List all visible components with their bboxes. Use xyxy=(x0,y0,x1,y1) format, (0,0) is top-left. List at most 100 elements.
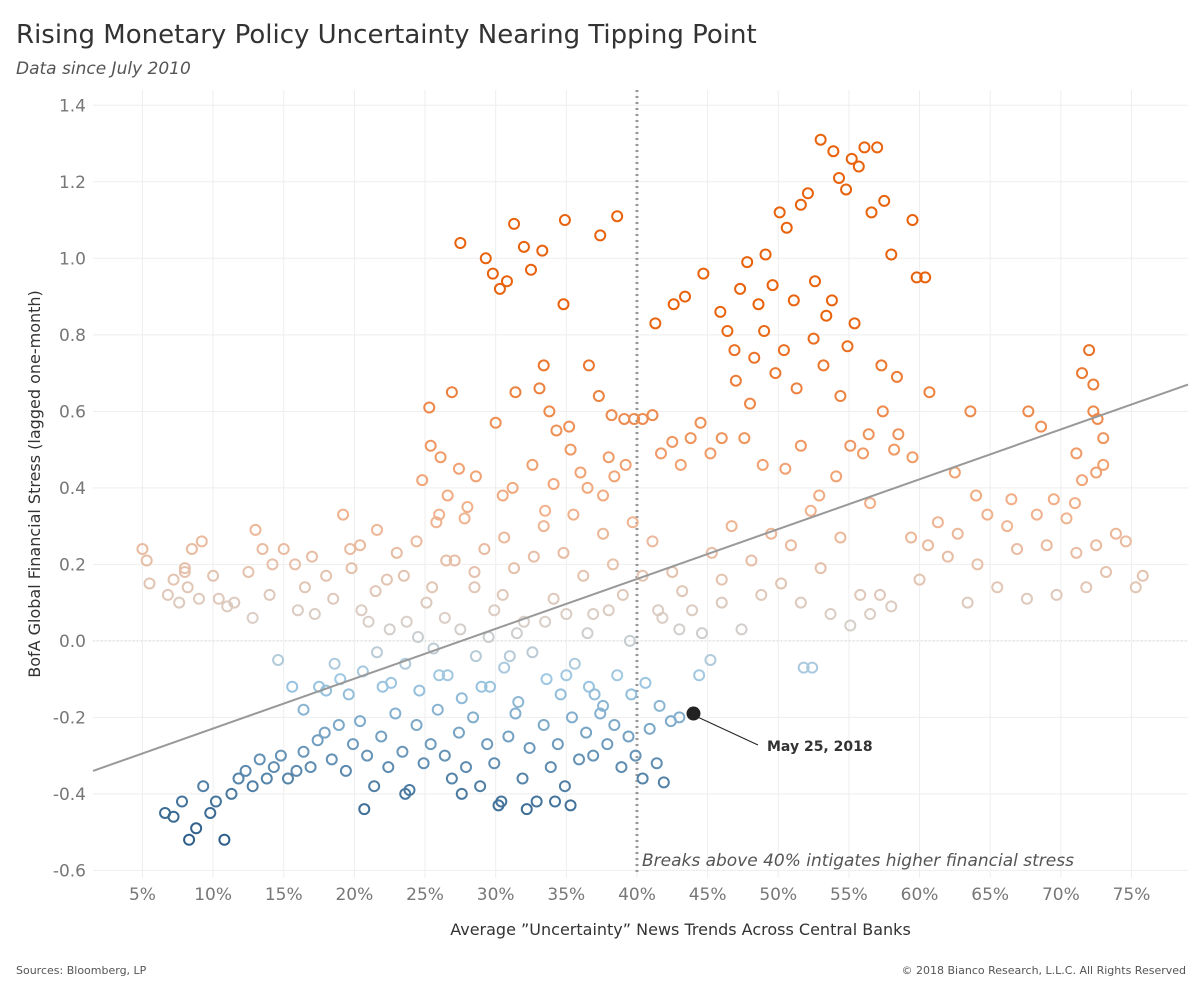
scatter-point xyxy=(1083,344,1096,357)
scatter-point xyxy=(509,386,522,399)
scatter-point xyxy=(411,631,424,644)
scatter-point xyxy=(649,317,662,330)
scatter-point xyxy=(775,577,788,590)
scatter-point xyxy=(1030,508,1043,521)
scatter-point xyxy=(263,588,276,601)
scatter-point xyxy=(536,244,549,257)
scatter-point xyxy=(232,772,245,785)
scatter-point xyxy=(540,673,553,686)
scatter-point xyxy=(728,344,741,357)
scatter-point xyxy=(1109,527,1122,540)
scatter-point xyxy=(1090,539,1103,552)
scatter-point xyxy=(539,615,552,628)
scatter-point xyxy=(438,749,451,762)
scatter-point xyxy=(492,799,505,812)
scatter-point xyxy=(197,780,210,793)
scatter-point xyxy=(445,772,458,785)
sources-note: Sources: Bloomberg, LP xyxy=(16,964,147,977)
scatter-point xyxy=(971,558,984,571)
scatter-point xyxy=(919,271,932,284)
scatter-point xyxy=(516,772,529,785)
y-tick-label: 0.4 xyxy=(59,479,86,499)
scatter-point xyxy=(537,718,550,731)
scatter-point xyxy=(474,780,487,793)
scatter-point xyxy=(242,565,255,578)
scatter-point xyxy=(801,187,814,200)
y-tick-label: 0.0 xyxy=(59,632,86,652)
scatter-point xyxy=(646,409,659,422)
scatter-point xyxy=(376,680,389,693)
scatter-point xyxy=(468,565,481,578)
scatter-point xyxy=(530,795,543,808)
scatter-point xyxy=(794,198,807,211)
scatter-point xyxy=(1087,378,1100,391)
scatter-point xyxy=(686,604,699,617)
scatter-point xyxy=(625,688,638,701)
scatter-point xyxy=(277,543,290,556)
scatter-point xyxy=(209,795,222,808)
scatter-point xyxy=(498,531,511,544)
scatter-point xyxy=(438,611,451,624)
scatter-point xyxy=(779,462,792,475)
scatter-point xyxy=(183,833,196,846)
scatter-point xyxy=(267,761,280,774)
scatter-point xyxy=(885,600,898,613)
scatter-point xyxy=(433,669,446,682)
scatter-point xyxy=(622,730,635,743)
chart-title: Rising Monetary Policy Uncertainty Neari… xyxy=(16,20,757,50)
y-tick-label: 0.2 xyxy=(59,555,86,575)
scatter-point xyxy=(906,451,919,464)
scatter-point xyxy=(674,458,687,471)
scatter-point xyxy=(192,592,205,605)
scatter-point xyxy=(560,669,573,682)
scatter-point xyxy=(611,210,624,223)
scatter-point xyxy=(467,711,480,724)
scatter-point xyxy=(143,577,156,590)
scatter-point xyxy=(526,646,539,659)
scatter-point xyxy=(597,527,610,540)
scatter-point xyxy=(650,757,663,770)
scatter-point xyxy=(864,497,877,510)
scatter-point xyxy=(424,439,437,452)
scatter-point xyxy=(560,608,573,621)
scatter-point xyxy=(862,428,875,441)
scatter-point xyxy=(875,359,888,372)
scatter-point xyxy=(1070,546,1083,559)
scatter-point xyxy=(489,416,502,429)
scatter-point xyxy=(225,787,238,800)
scatter-point xyxy=(573,753,586,766)
y-tick-label: 0.8 xyxy=(59,326,86,346)
scatter-point xyxy=(527,550,540,563)
scatter-point xyxy=(500,275,513,288)
scatter-point xyxy=(1047,493,1060,506)
scatter-point xyxy=(479,252,492,265)
scatter-point xyxy=(639,676,652,689)
scatter-point xyxy=(808,275,821,288)
scatter-point xyxy=(636,772,649,785)
scatter-point xyxy=(320,569,333,582)
scatter-point xyxy=(581,627,594,640)
scatter-point xyxy=(601,738,614,751)
scatter-point xyxy=(574,466,587,479)
scatter-point xyxy=(568,657,581,670)
scatter-point xyxy=(544,761,557,774)
scatter-point xyxy=(834,531,847,544)
scatter-point xyxy=(460,761,473,774)
scatter-point xyxy=(468,581,481,594)
scatter-point xyxy=(195,535,208,548)
scatter-point xyxy=(1087,405,1100,418)
scatter-point xyxy=(941,550,954,563)
scatter-point xyxy=(420,596,433,609)
scatter-point xyxy=(1005,493,1018,506)
scatter-point xyxy=(773,206,786,219)
scatter-point xyxy=(734,282,747,295)
scatter-point xyxy=(857,447,870,460)
scatter-point xyxy=(813,489,826,502)
scatter-point xyxy=(790,382,803,395)
scatter-point xyxy=(520,803,533,816)
scatter-point xyxy=(525,263,537,276)
scatter-point xyxy=(469,470,482,483)
scatter-point xyxy=(441,489,454,502)
scatter-point xyxy=(597,489,610,502)
scatter-point xyxy=(440,554,453,567)
